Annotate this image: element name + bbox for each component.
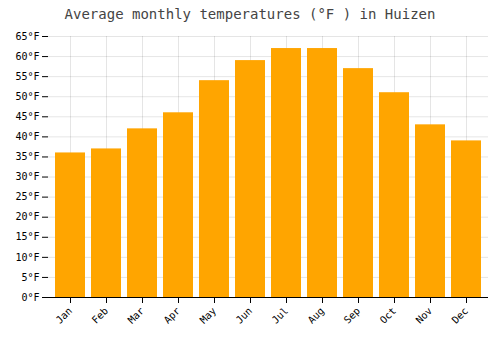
svg-text:0°F: 0°F <box>21 292 39 303</box>
svg-text:25°F: 25°F <box>15 191 39 202</box>
svg-text:20°F: 20°F <box>15 211 39 222</box>
svg-text:30°F: 30°F <box>15 171 39 182</box>
svg-text:60°F: 60°F <box>15 51 39 62</box>
svg-text:45°F: 45°F <box>15 111 39 122</box>
svg-text:Jul: Jul <box>270 305 291 326</box>
svg-text:Nov: Nov <box>414 305 435 326</box>
svg-text:Jun: Jun <box>234 305 255 326</box>
svg-text:50°F: 50°F <box>15 91 39 102</box>
svg-text:May: May <box>198 305 219 326</box>
svg-text:55°F: 55°F <box>15 71 39 82</box>
svg-text:40°F: 40°F <box>15 131 39 142</box>
svg-text:Sep: Sep <box>342 305 363 326</box>
svg-text:Aug: Aug <box>306 305 327 326</box>
html-text:Average monthly temperatures (: Average monthly temperatures (°F ) in Hu… <box>64 6 436 22</box>
svg-text:35°F: 35°F <box>15 151 39 162</box>
svg-text:15°F: 15°F <box>15 231 39 242</box>
svg-text:Jan: Jan <box>54 305 75 326</box>
svg-text:Dec: Dec <box>450 305 471 326</box>
svg-text:Oct: Oct <box>378 305 399 326</box>
svg-text:Feb: Feb <box>90 305 111 326</box>
svg-text:5°F: 5°F <box>21 272 39 283</box>
svg-text:Mar: Mar <box>126 305 147 326</box>
svg-text:65°F: 65°F <box>15 31 39 42</box>
svg-text:Apr: Apr <box>162 305 183 326</box>
svg-text:10°F: 10°F <box>15 252 39 263</box>
